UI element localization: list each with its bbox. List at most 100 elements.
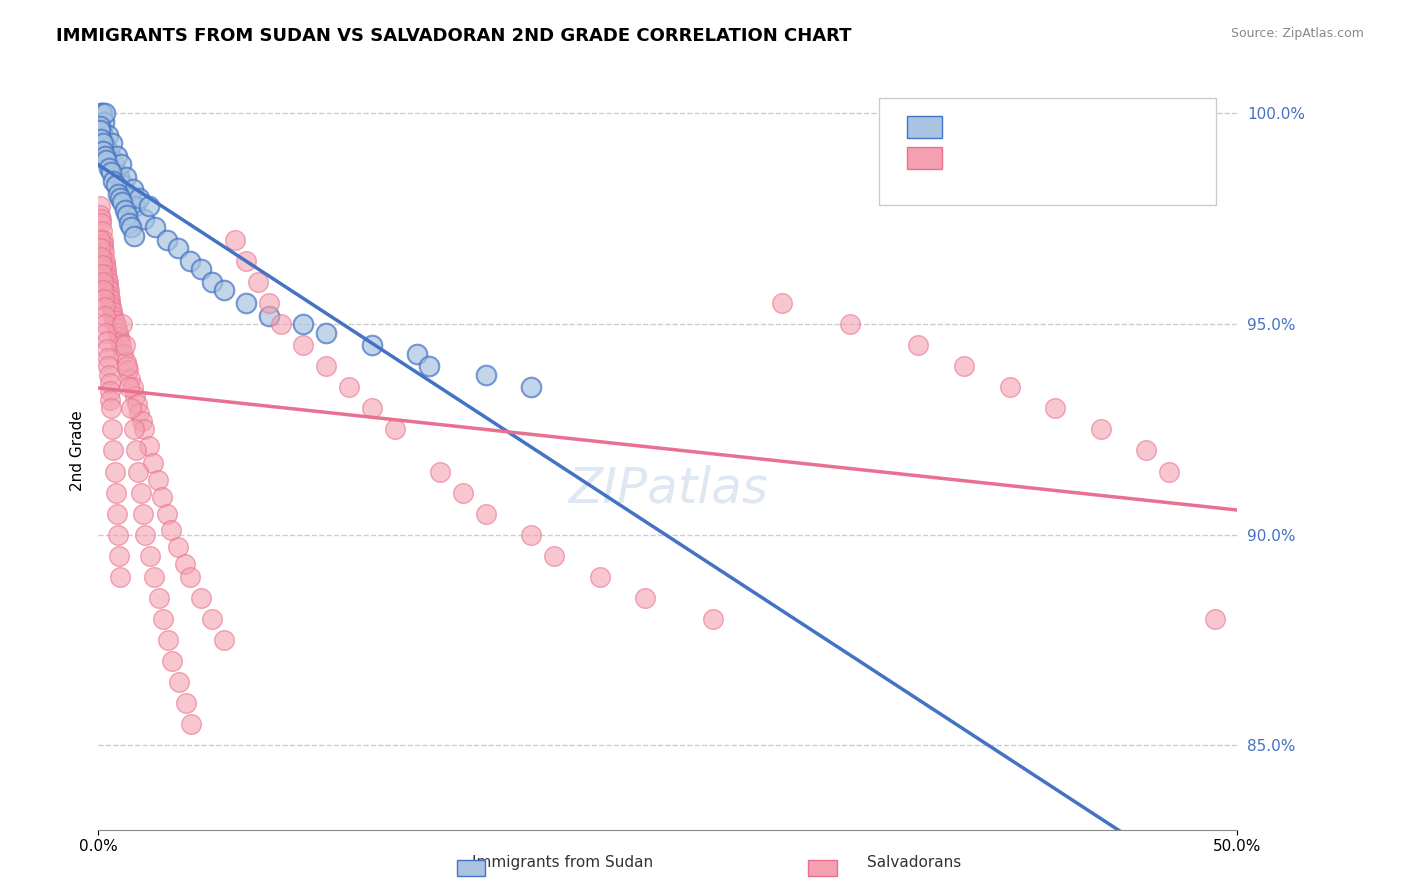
Point (108, 334, 131, 348)
Point (146, 473, 169, 487)
Point (96, 128, 118, 142)
Point (107, 527, 129, 541)
Point (160, 524, 183, 538)
Point (120, 191, 142, 205)
Point (90, 250, 112, 264)
Point (108, 549, 131, 563)
Point (138, 439, 160, 453)
Point (103, 174, 125, 188)
Point (474, 507, 496, 521)
Point (132, 422, 155, 436)
Point (120, 372, 142, 386)
Point (117, 363, 139, 377)
Point (150, 490, 173, 504)
Point (520, 527, 543, 541)
Point (1157, 465, 1180, 479)
Point (96, 275, 118, 289)
Point (93, 241, 115, 255)
Point (180, 717, 202, 731)
Point (114, 355, 136, 369)
Point (474, 368, 496, 382)
Point (104, 178, 127, 192)
Point (122, 422, 145, 436)
Point (114, 203, 136, 218)
Text: Immigrants from Sudan: Immigrants from Sudan (472, 855, 652, 870)
Point (100, 392, 122, 407)
Point (292, 317, 315, 331)
Point (134, 527, 156, 541)
Point (128, 191, 150, 205)
Point (90, 106, 112, 120)
Point (105, 507, 128, 521)
Text: -0.463: -0.463 (984, 151, 1033, 165)
Point (315, 326, 337, 340)
Point (132, 211, 155, 226)
Text: R =: R = (949, 120, 983, 134)
Point (118, 216, 141, 230)
Point (89, 208, 111, 222)
Point (246, 275, 269, 289)
Point (96, 334, 118, 348)
Point (89, 199, 111, 213)
Text: Salvadorans: Salvadorans (866, 855, 962, 870)
Point (121, 380, 143, 394)
Point (588, 570, 610, 584)
Point (104, 465, 127, 479)
Point (138, 199, 160, 213)
Point (162, 654, 184, 668)
Point (90, 211, 112, 226)
Point (634, 591, 657, 605)
Point (224, 233, 246, 247)
Text: R =: R = (949, 151, 983, 165)
Point (89, 233, 111, 247)
Point (1090, 422, 1112, 436)
Point (120, 401, 142, 416)
Point (107, 186, 129, 201)
Text: IMMIGRANTS FROM SUDAN VS SALVADORAN 2ND GRADE CORRELATION CHART: IMMIGRANTS FROM SUDAN VS SALVADORAN 2ND … (56, 27, 852, 45)
Point (90, 132, 112, 146)
Point (103, 443, 125, 458)
Point (235, 253, 257, 268)
Point (103, 309, 125, 323)
Point (125, 443, 148, 458)
Point (91, 237, 114, 252)
Point (360, 401, 382, 416)
Point (121, 182, 143, 196)
Point (451, 485, 474, 500)
Point (91, 267, 114, 281)
Point (108, 169, 131, 184)
Point (543, 549, 565, 563)
Point (89, 241, 111, 255)
Point (91, 284, 114, 298)
Point (105, 148, 128, 162)
Point (101, 136, 124, 150)
Point (115, 359, 138, 374)
Text: ZIPatlas: ZIPatlas (568, 465, 768, 512)
Point (190, 591, 212, 605)
Point (110, 338, 132, 352)
Point (110, 570, 132, 584)
Point (156, 233, 179, 247)
Point (145, 220, 167, 235)
Point (90, 258, 112, 272)
Point (114, 338, 136, 352)
Point (104, 317, 127, 331)
Point (112, 178, 135, 192)
Point (93, 145, 115, 159)
Point (212, 632, 235, 647)
Point (107, 326, 129, 340)
Point (98, 384, 121, 399)
Point (94, 258, 117, 272)
Point (152, 612, 174, 626)
Point (96, 267, 118, 281)
Point (91, 128, 114, 142)
Point (110, 157, 132, 171)
Point (100, 401, 122, 416)
Point (93, 245, 115, 260)
Point (167, 241, 190, 255)
Point (108, 329, 131, 343)
Point (94, 106, 117, 120)
Point (1204, 612, 1226, 626)
Point (179, 253, 201, 268)
Point (94, 148, 117, 162)
